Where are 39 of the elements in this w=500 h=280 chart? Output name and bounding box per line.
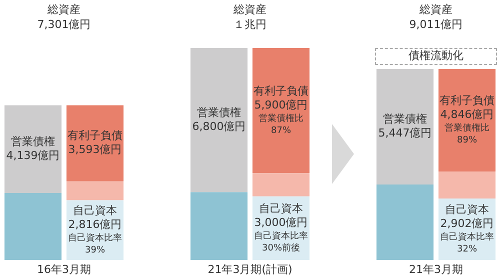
series-label: 営業債権 [383, 112, 427, 126]
data-label: 5,447億円 [378, 126, 432, 140]
annotation: 自己資本比率30%前後 [254, 230, 308, 254]
annotation: 自己資本比率32% [440, 232, 494, 255]
text: 有利子負債 [68, 129, 122, 142]
bar [4, 192, 62, 260]
bar [438, 172, 496, 198]
text: 総資産9,011億円 [409, 2, 463, 31]
text: 営業債権 [197, 106, 241, 119]
data-label: 5,900億円 [254, 98, 308, 112]
annotation: 自己資本比率39% [68, 232, 122, 256]
x-tick-label: 21年3月期 [409, 262, 463, 276]
x-tick-label: 21年3月期(計画) [208, 262, 292, 276]
bar [376, 68, 434, 184]
data-label: 3,000億円 [254, 216, 308, 230]
data-label: 4,139億円 [6, 148, 60, 162]
annotation: 営業債権比89% [444, 122, 490, 146]
text: 総資産7,301億円 [37, 2, 91, 31]
text: 総資産１兆円 [232, 2, 266, 31]
data-label: 2,902億円 [440, 217, 494, 230]
annotation: 営業債権比87% [258, 112, 304, 136]
text: 自己資本 [445, 203, 489, 216]
x-tick-label: 16年3月期 [37, 262, 91, 276]
data-label: 4,846億円 [440, 108, 494, 122]
bar [4, 105, 62, 193]
data-label: 6,800億円 [192, 120, 246, 133]
bar [190, 192, 248, 260]
text: 営業債権 [11, 134, 55, 148]
data-label: 2,816億円 [68, 218, 122, 232]
bar [190, 48, 248, 192]
text: 自己資本 [259, 202, 303, 216]
bar [66, 181, 124, 200]
bar [376, 184, 434, 260]
series-label: 有利子負債 [254, 84, 308, 98]
text: 有利子負債 [440, 94, 494, 108]
dashed-box: 債権流動化 [374, 48, 498, 65]
data-label: 3,593億円 [68, 143, 122, 156]
series-label: 自己資本 [73, 204, 117, 218]
bar [252, 173, 310, 196]
